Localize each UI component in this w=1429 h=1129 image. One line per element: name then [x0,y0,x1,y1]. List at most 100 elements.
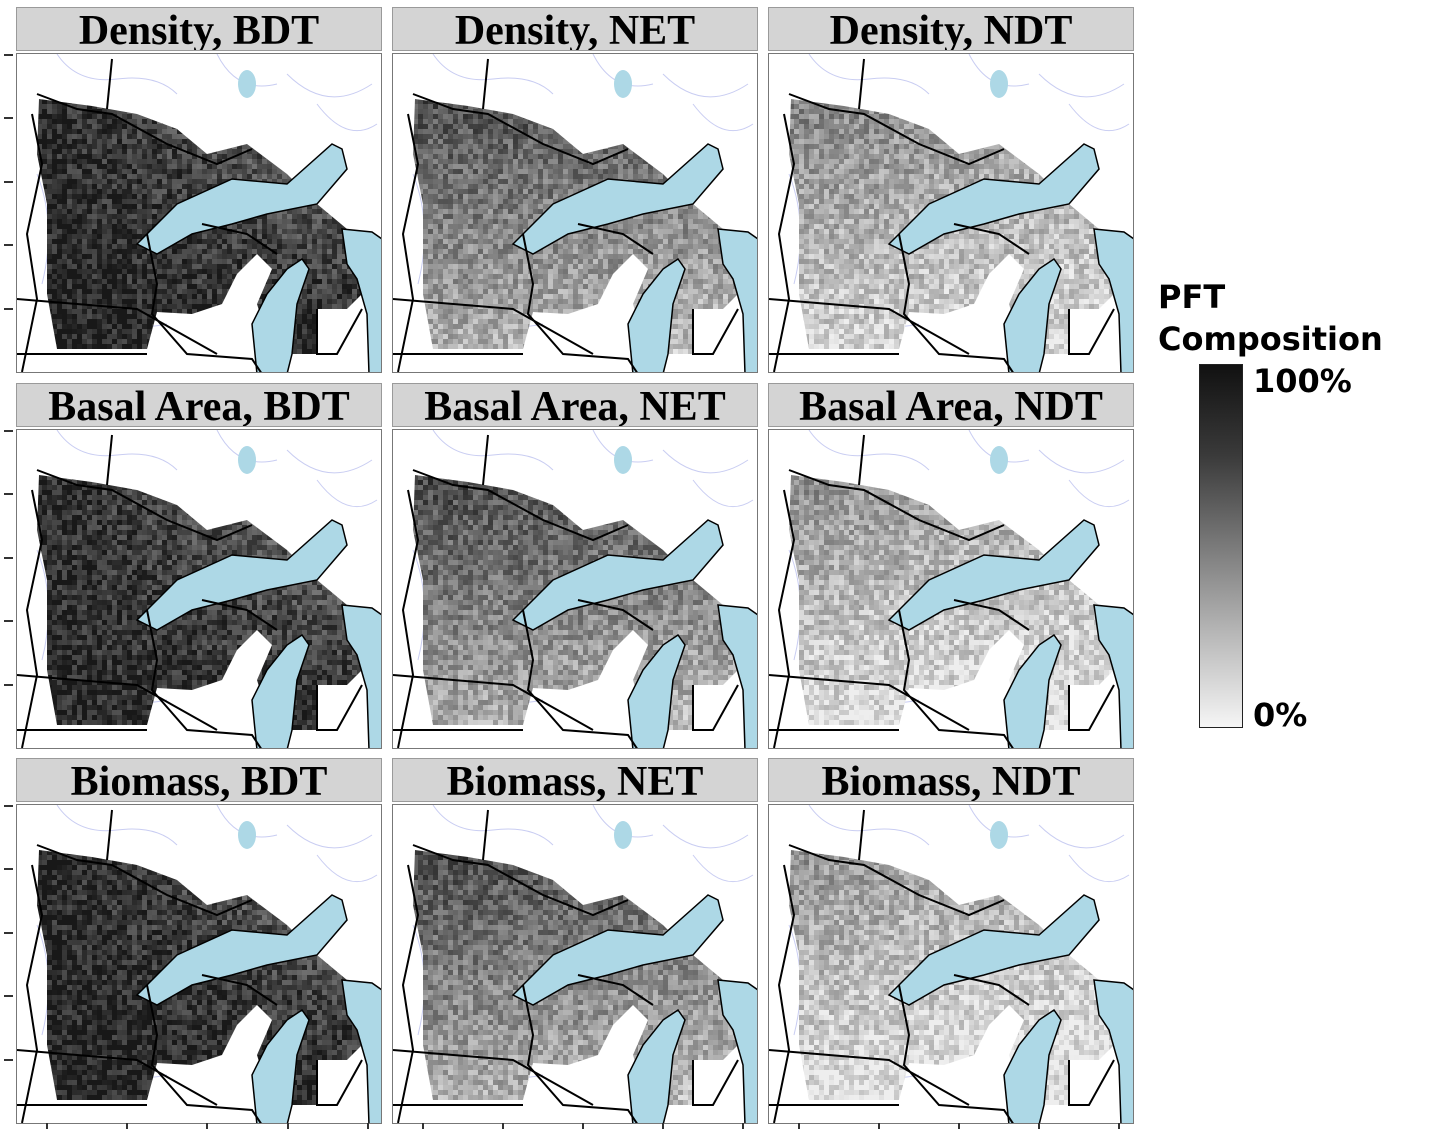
small-lake [238,821,256,849]
lake [251,1008,310,1123]
lakes-layer [135,894,381,1123]
lake [135,519,348,631]
lakes-layer [887,894,1133,1123]
border-line [898,609,1014,748]
border-line [577,599,654,631]
x-tick [502,1123,504,1129]
y-tick [4,308,13,310]
border-line [316,1059,363,1106]
border-line [482,58,489,110]
border-line [397,113,420,372]
x-tick [287,1123,289,1129]
border-line [393,298,594,355]
border-line [316,308,363,355]
border-line [36,844,253,917]
lake [627,1008,686,1123]
legend-colorbar [1199,364,1243,728]
lakes-layer [511,894,757,1123]
river-line [692,479,754,508]
river-line [1068,479,1130,508]
lake [341,979,381,1123]
small-lake [990,70,1008,98]
border-line [769,1049,970,1106]
state-borders [17,434,363,748]
x-tick [46,1123,48,1129]
border-line [522,609,638,748]
border-line [692,1059,739,1106]
legend-title-line1: PFT [1158,276,1383,318]
border-line [522,984,638,1123]
panel-title: Density, NET [392,7,758,51]
x-tick [367,1123,369,1129]
state-borders [393,58,739,372]
lakes-layer [135,519,381,748]
border-line [146,609,262,748]
border-line [316,684,363,731]
river-line [286,449,373,474]
lake [717,979,757,1123]
lake [251,633,310,748]
river-line [1038,824,1125,849]
small-lake [990,446,1008,474]
border-line [106,58,113,110]
state-borders [769,809,1115,1123]
border-line [898,984,1014,1123]
river-line [432,805,554,846]
border-line [788,469,1005,542]
composition-map [393,430,757,748]
y-tick [4,1059,13,1061]
lake [341,228,381,372]
lake [1093,604,1133,748]
panel-title: Biomass, NET [392,758,758,802]
river-line [56,805,178,846]
border-line [146,984,262,1123]
composition-map [393,805,757,1123]
border-line [412,844,629,917]
panel-title: Basal Area, BDT [16,383,382,427]
x-tick [662,1123,664,1129]
river-line [662,73,749,98]
map-plot-area [392,804,758,1124]
x-tick [958,1123,960,1129]
map-panel: Biomass, BDT [16,758,384,1126]
river-line [808,805,930,846]
river-line [286,73,373,98]
y-tick [4,620,13,622]
y-tick [4,932,13,934]
border-line [482,434,489,486]
map-panel: Biomass, NDT [768,758,1136,1126]
river-line [432,54,554,95]
border-line [953,223,1030,255]
x-tick [878,1123,880,1129]
lake [887,894,1100,1006]
border-line [692,684,739,731]
y-tick [4,868,13,870]
x-tick [742,1123,744,1129]
map-plot-area [16,429,382,749]
map-panel: Basal Area, BDT [16,383,384,751]
border-line [21,489,44,748]
river-line [1038,449,1125,474]
y-tick [4,493,13,495]
map-panel: Basal Area, NET [392,383,760,751]
river-line [808,430,930,471]
x-tick [798,1123,800,1129]
y-tick [4,557,13,559]
composition-map [769,805,1133,1123]
map-plot-area [768,804,1134,1124]
x-tick [582,1123,584,1129]
border-line [201,223,278,255]
legend-title-line2: Composition [1158,318,1383,360]
border-line [858,809,865,861]
lake [341,604,381,748]
border-line [692,308,739,355]
state-borders [769,58,1115,372]
lake [135,143,348,255]
lake [1003,1008,1062,1123]
lake [135,894,348,1006]
river-line [1038,73,1125,98]
border-line [769,674,970,731]
state-borders [17,809,363,1123]
border-line [21,113,44,372]
river-line [662,824,749,849]
